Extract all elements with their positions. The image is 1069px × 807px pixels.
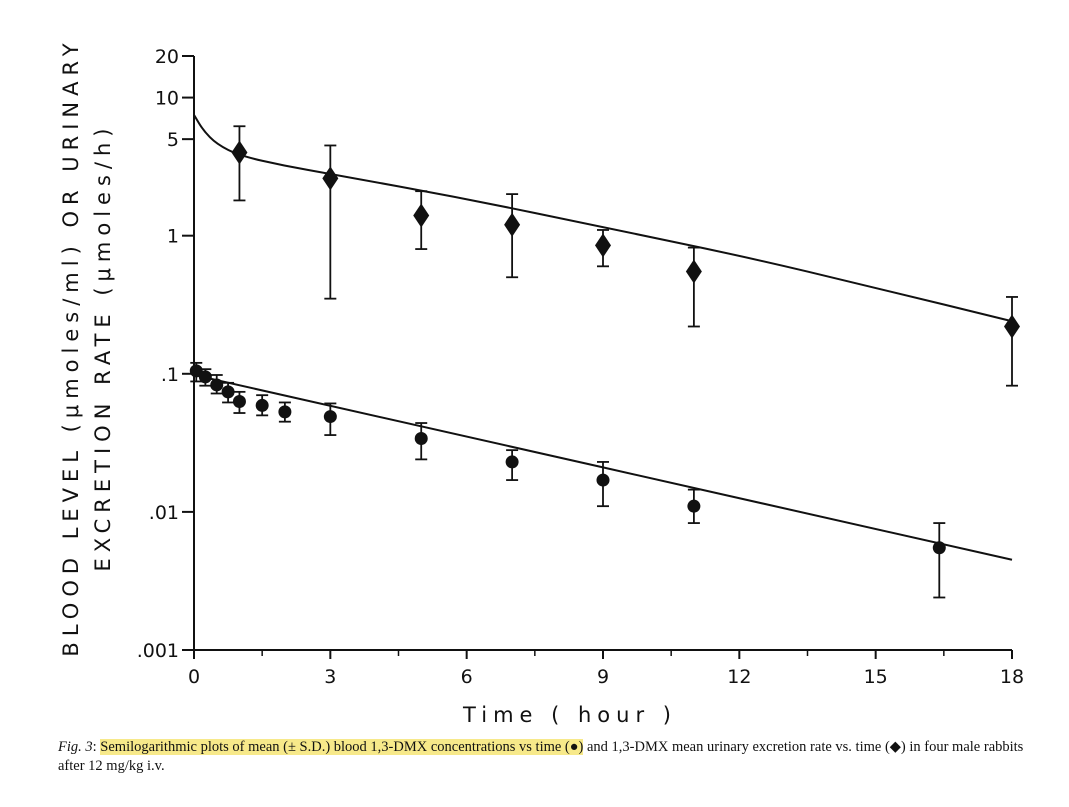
caption-colon: :: [92, 739, 101, 755]
circle-point: [221, 385, 235, 399]
diamond-point: [231, 140, 248, 165]
diamond-point: [413, 203, 430, 228]
circle-point: [278, 405, 292, 419]
diamond-point: [1004, 314, 1020, 339]
x-tick-label: 9: [597, 666, 609, 688]
circle-point: [596, 473, 610, 487]
x-tick-label: 15: [864, 666, 888, 688]
x-tick-label: 3: [324, 666, 336, 688]
figure-label: Fig. 3: [58, 739, 93, 755]
y-axis-title-line2: EXCRETION RATE (μmoles/h): [91, 123, 115, 572]
x-tick-label: 18: [1000, 666, 1024, 688]
y-tick-label: .1: [161, 364, 179, 386]
x-tick-label: 6: [461, 666, 473, 688]
data-marks: [189, 125, 1020, 599]
caption-highlighted-text: Semilogarithmic plots of mean (± S.D.) b…: [100, 739, 584, 755]
diamond-point: [504, 212, 521, 237]
y-tick-label: .001: [137, 640, 179, 662]
circle-point: [323, 410, 337, 424]
y-tick-label: 10: [155, 88, 179, 110]
circle-point: [232, 394, 246, 408]
y-tick-label: 1: [167, 226, 179, 248]
x-axis-title: Time ( hour ): [462, 703, 677, 727]
y-tick-label: 20: [155, 46, 179, 68]
circle-point: [198, 370, 212, 384]
y-tick-label: 5: [167, 129, 179, 151]
figure-caption: Fig. 3: Semilogarithmic plots of mean (±…: [58, 738, 1048, 776]
y-tick-label: .01: [149, 502, 179, 524]
x-tick-label: 12: [727, 666, 751, 688]
diamond-point: [595, 233, 611, 258]
circle-point: [505, 455, 519, 469]
circle-point: [932, 541, 946, 555]
diamond-point: [322, 166, 339, 191]
circle-point: [210, 378, 224, 392]
caption-rest-text: and 1,3-DMX mean urinary excretion rate …: [58, 739, 1024, 774]
diamond-point: [685, 259, 702, 284]
circle-point: [414, 431, 428, 445]
fit-line-series-0: [193, 114, 1013, 323]
circle-point: [255, 398, 269, 412]
y-axis-title-line1: BLOOD LEVEL (μmoles/ml) OR URINARY: [59, 37, 83, 656]
x-tick-label: 0: [188, 666, 200, 688]
circle-point: [687, 499, 701, 513]
